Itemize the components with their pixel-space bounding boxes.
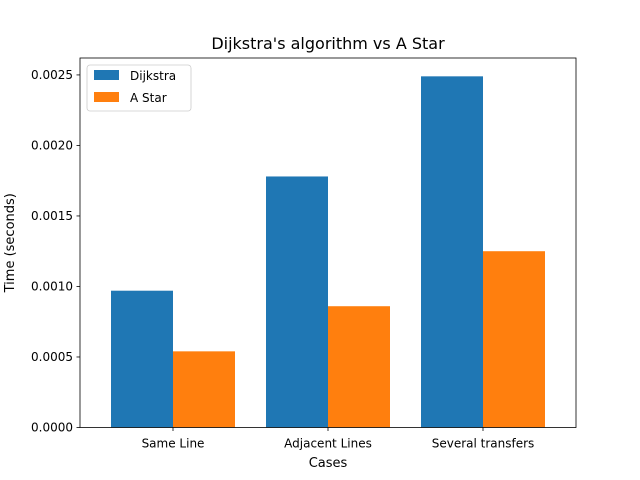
bar-dijkstra-0 — [111, 290, 173, 428]
x-axis: Same Line Adjacent Lines Several transfers — [142, 427, 535, 451]
y-tick-label: 0.0020 — [31, 139, 73, 153]
x-tick-label: Several transfers — [432, 437, 535, 451]
bar-dijkstra-1 — [266, 176, 328, 428]
legend: Dijkstra A Star — [86, 64, 192, 112]
y-tick-label: 0.0010 — [31, 280, 73, 294]
y-axis: 0.0000 0.0005 0.0010 0.0015 0.0020 0.0025 — [31, 68, 80, 435]
x-axis-label: Cases — [309, 456, 348, 471]
chart-title: Dijkstra's algorithm vs A Star — [211, 34, 445, 53]
x-tick-label: Same Line — [142, 437, 205, 451]
y-tick-label: 0.0000 — [31, 421, 73, 435]
legend-label: Dijkstra — [130, 69, 176, 83]
legend-swatch — [94, 70, 119, 80]
bar-a-star-1 — [328, 306, 390, 428]
legend-label: A Star — [130, 91, 167, 105]
y-axis-label: Time (seconds) — [3, 193, 18, 293]
bar-dijkstra-2 — [421, 76, 483, 428]
bar-a-star-0 — [173, 351, 235, 428]
bar-a-star-2 — [483, 251, 545, 428]
legend-swatch — [94, 92, 119, 102]
y-tick-label: 0.0025 — [31, 68, 73, 82]
x-tick-label: Adjacent Lines — [284, 437, 372, 451]
y-tick-label: 0.0015 — [31, 209, 73, 223]
y-tick-label: 0.0005 — [31, 350, 73, 364]
plot-frame — [79, 57, 577, 428]
bars-group — [111, 76, 545, 428]
